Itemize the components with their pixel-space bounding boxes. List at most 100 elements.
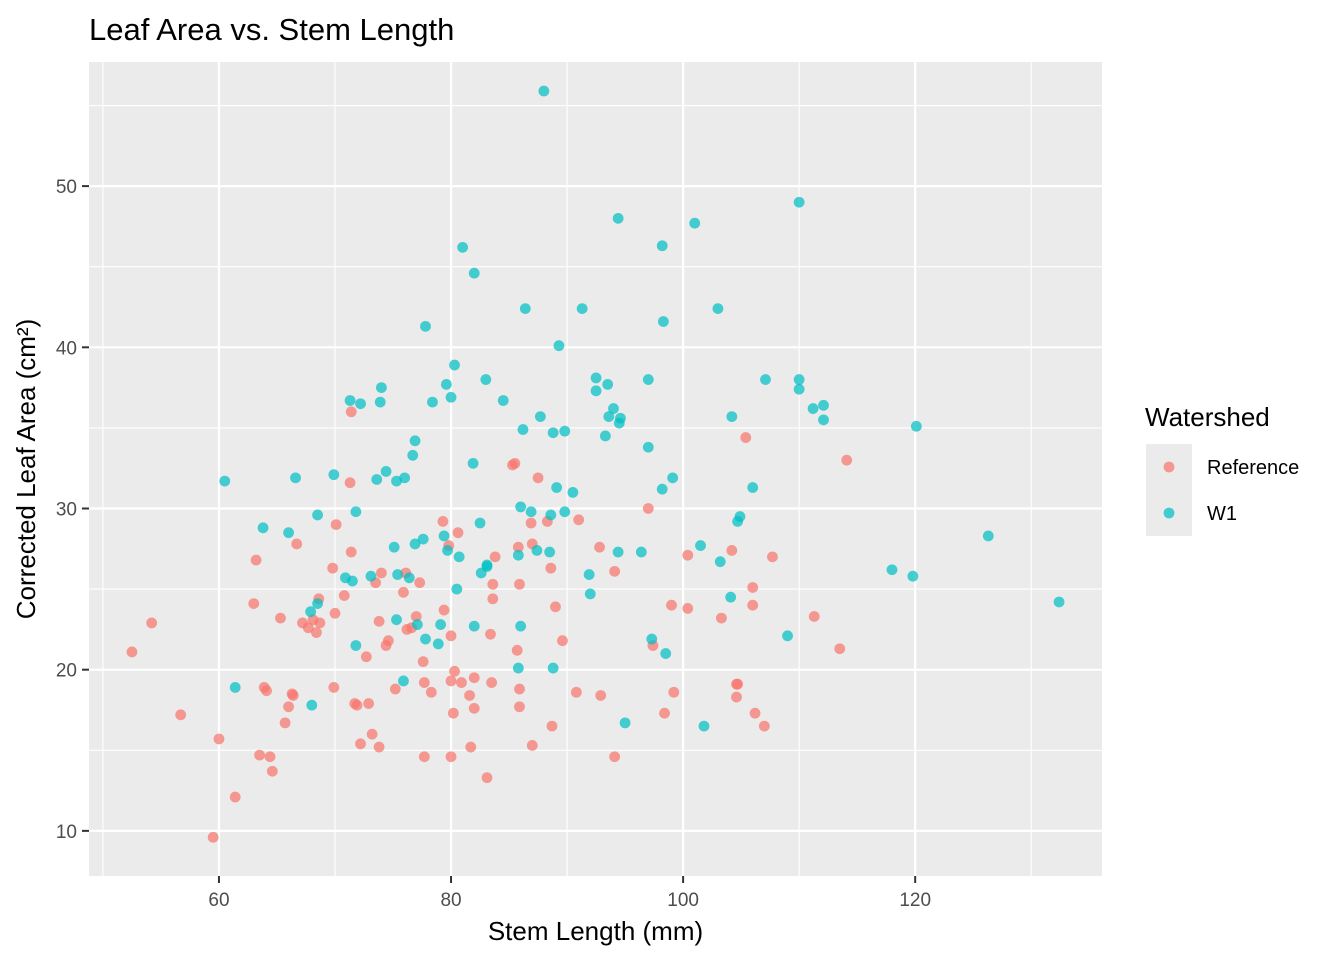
data-point <box>668 686 680 698</box>
data-point <box>414 577 426 589</box>
data-point <box>355 398 366 410</box>
data-point <box>594 541 605 553</box>
data-point <box>437 515 449 527</box>
data-point <box>347 575 358 587</box>
data-point <box>525 517 537 529</box>
minor-gridlines <box>89 62 1102 876</box>
data-point <box>360 651 372 663</box>
data-point <box>391 475 402 487</box>
data-point <box>398 586 409 598</box>
data-point <box>758 720 770 732</box>
x-tick-label: 120 <box>899 890 931 911</box>
y-axis-title: Corrected Leaf Area (cm²) <box>11 319 41 620</box>
data-point <box>557 635 568 647</box>
data-point <box>612 212 624 224</box>
y-tick-label: 40 <box>56 338 77 359</box>
data-point <box>590 372 602 384</box>
data-point <box>420 633 431 645</box>
x-tick-label: 100 <box>667 890 699 911</box>
data-point <box>519 303 531 315</box>
data-point <box>603 411 615 423</box>
data-point <box>646 633 658 645</box>
data-point <box>248 598 260 609</box>
data-point <box>452 527 464 539</box>
data-point <box>538 85 550 97</box>
data-point <box>514 683 525 695</box>
data-point <box>509 457 521 469</box>
data-point <box>345 406 357 418</box>
data-point <box>305 606 317 618</box>
data-point <box>266 765 278 777</box>
data-point <box>485 628 496 640</box>
data-point <box>345 546 357 558</box>
data-point <box>659 707 670 719</box>
data-point <box>264 751 276 763</box>
data-point <box>666 599 677 611</box>
data-point <box>486 677 498 688</box>
data-point <box>468 267 480 279</box>
data-point <box>219 475 231 487</box>
data-point <box>445 630 457 642</box>
data-point <box>760 374 771 385</box>
data-point <box>726 545 738 556</box>
data-point <box>481 559 493 571</box>
data-point <box>487 578 499 590</box>
data-point <box>747 482 759 493</box>
data-point <box>438 530 450 542</box>
data-point <box>698 720 710 732</box>
data-point <box>425 686 437 698</box>
y-tick-label: 30 <box>56 499 77 520</box>
data-point <box>808 611 820 622</box>
data-point <box>1053 596 1065 608</box>
data-point <box>656 483 668 495</box>
data-point <box>350 640 362 651</box>
data-point <box>449 359 460 371</box>
data-point <box>525 506 537 518</box>
data-point <box>834 643 846 655</box>
data-point <box>599 430 611 442</box>
data-point <box>257 522 269 534</box>
data-point <box>715 612 727 624</box>
data-point <box>467 457 479 469</box>
data-point <box>279 717 291 729</box>
data-point <box>418 751 430 763</box>
data-point <box>328 682 340 693</box>
legend-items: Reference W1 <box>1146 444 1299 536</box>
data-point <box>517 424 529 435</box>
data-point <box>489 551 501 563</box>
y-tick-label: 10 <box>56 822 77 843</box>
legend-item: W1 <box>1146 490 1237 536</box>
data-point <box>545 509 557 521</box>
data-point <box>283 527 294 539</box>
data-point <box>550 601 561 613</box>
data-point <box>399 472 411 484</box>
data-point <box>283 701 294 713</box>
data-point <box>695 540 706 551</box>
data-point <box>612 546 624 558</box>
data-point <box>818 399 829 411</box>
data-point <box>435 619 446 630</box>
data-point <box>609 751 621 763</box>
data-point <box>512 549 524 561</box>
data-point <box>410 611 422 622</box>
data-point <box>445 751 457 763</box>
series-reference <box>126 406 853 843</box>
panel-background <box>89 62 1102 876</box>
data-point <box>373 615 385 627</box>
data-point <box>344 477 356 489</box>
data-point <box>514 578 525 590</box>
data-point <box>747 582 759 593</box>
legend: Watershed Reference W1 <box>1145 402 1299 536</box>
data-point <box>714 556 726 568</box>
data-point <box>330 519 342 531</box>
data-point <box>468 620 480 632</box>
data-point <box>438 604 450 616</box>
data-point <box>398 675 409 687</box>
data-point <box>682 549 694 561</box>
data-point <box>449 665 460 677</box>
data-point <box>392 569 404 580</box>
data-point <box>420 320 431 332</box>
data-point <box>732 678 744 690</box>
data-point <box>388 541 400 553</box>
